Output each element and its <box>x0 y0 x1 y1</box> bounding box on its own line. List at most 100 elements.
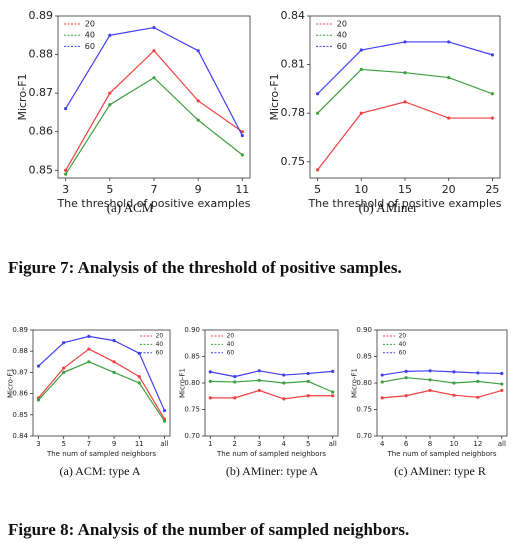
plot-frame <box>32 329 171 437</box>
y-tick-label: 0.70 <box>184 432 200 440</box>
data-point <box>428 378 432 382</box>
data-point <box>282 373 286 377</box>
legend-label: 60 <box>156 349 164 356</box>
x-tick-label: 12 <box>473 440 482 448</box>
y-axis-label: Micro-F1 <box>16 73 29 120</box>
data-point <box>500 388 504 393</box>
data-point <box>62 370 66 374</box>
data-point <box>87 360 91 364</box>
figure-caption: Figure 7: Analysis of the threshold of p… <box>8 258 402 277</box>
data-point <box>306 371 310 376</box>
y-tick-label: 0.80 <box>184 379 200 387</box>
data-point <box>380 373 384 377</box>
y-axis-label: Micro-F1 <box>7 368 15 398</box>
legend-label: 40 <box>156 341 164 348</box>
data-point <box>137 351 141 355</box>
subfigure-caption: (a) ACM <box>106 199 154 215</box>
y-tick-label: 0.78 <box>281 106 306 119</box>
data-point <box>380 380 384 384</box>
subfigure-caption: (b) AMiner <box>358 199 418 215</box>
data-point <box>306 379 310 384</box>
x-tick-label: 3 <box>36 440 40 448</box>
plot-frame <box>204 329 339 437</box>
data-point <box>476 395 480 399</box>
data-point <box>452 393 456 397</box>
data-line <box>38 348 166 420</box>
data-point <box>64 168 68 172</box>
data-point <box>240 153 244 157</box>
data-point <box>476 379 480 384</box>
data-point <box>500 382 504 386</box>
x-tick-label: 2 <box>233 440 237 448</box>
data-point <box>208 370 212 374</box>
plot-frame <box>57 15 251 179</box>
data-point <box>490 116 494 120</box>
data-point <box>137 375 141 379</box>
plot-frame <box>309 15 501 179</box>
subfigure-caption: (c) AMiner: type R <box>394 464 486 478</box>
data-point <box>208 379 212 384</box>
x-tick-label: 5 <box>306 440 310 448</box>
legend-label: 40 <box>337 31 347 40</box>
data-point <box>152 25 156 30</box>
figure-caption: Figure 8: Analysis of the number of samp… <box>8 520 410 539</box>
data-point <box>403 100 407 104</box>
data-point <box>428 369 432 373</box>
data-line <box>38 335 166 411</box>
y-tick-label: 0.84 <box>281 9 306 22</box>
data-point <box>282 397 286 401</box>
x-tick-label: 5 <box>314 183 321 196</box>
x-tick-label: 8 <box>428 440 432 448</box>
x-axis-label: The num of sampled neighbors <box>46 450 156 458</box>
x-tick-label: 9 <box>112 440 116 448</box>
data-point <box>87 347 91 351</box>
data-point <box>64 172 68 176</box>
x-tick-label: 7 <box>87 440 91 448</box>
y-axis-label: Micro-F1 <box>351 368 359 398</box>
data-point <box>36 398 41 402</box>
legend-label: 60 <box>227 349 235 356</box>
data-point <box>162 419 167 423</box>
data-point <box>87 334 91 338</box>
data-point <box>476 371 480 375</box>
data-point <box>257 378 261 382</box>
legend-label: 20 <box>227 333 235 340</box>
data-point <box>196 49 200 53</box>
y-tick-label: 0.85 <box>29 163 54 176</box>
y-tick-label: 0.90 <box>356 326 372 334</box>
y-tick-label: 0.90 <box>184 326 200 334</box>
legend-label: 20 <box>337 20 347 29</box>
data-point <box>240 133 244 138</box>
data-line <box>317 68 493 114</box>
x-tick-label: 4 <box>282 440 287 448</box>
x-tick-label: all <box>329 440 337 448</box>
x-tick-label: 3 <box>62 183 69 196</box>
data-point <box>331 369 335 373</box>
data-point <box>452 370 456 374</box>
data-point <box>257 369 261 373</box>
data-point <box>490 53 494 57</box>
data-point <box>112 360 116 364</box>
y-tick-label: 0.85 <box>184 353 200 361</box>
y-tick-label: 0.87 <box>29 86 54 99</box>
legend-label: 60 <box>399 349 407 356</box>
x-axis-label: The threshold of positive examples <box>307 197 501 210</box>
data-point <box>428 388 432 393</box>
y-tick-label: 0.75 <box>184 406 200 414</box>
data-point <box>404 369 408 373</box>
data-line <box>210 370 333 378</box>
y-tick-label: 0.88 <box>29 48 54 61</box>
y-tick-label: 0.87 <box>12 368 28 376</box>
y-tick-label: 0.88 <box>12 347 28 355</box>
data-line <box>65 76 243 175</box>
subfigure-caption: (a) ACM: type A <box>59 464 141 478</box>
x-axis-label: The threshold of positive examples <box>56 197 250 210</box>
data-point <box>316 92 320 96</box>
x-tick-label: 4 <box>380 440 385 448</box>
y-tick-label: 0.89 <box>12 326 28 334</box>
data-point <box>62 366 66 370</box>
legend-label: 60 <box>337 42 347 51</box>
x-tick-label: 6 <box>404 440 409 448</box>
